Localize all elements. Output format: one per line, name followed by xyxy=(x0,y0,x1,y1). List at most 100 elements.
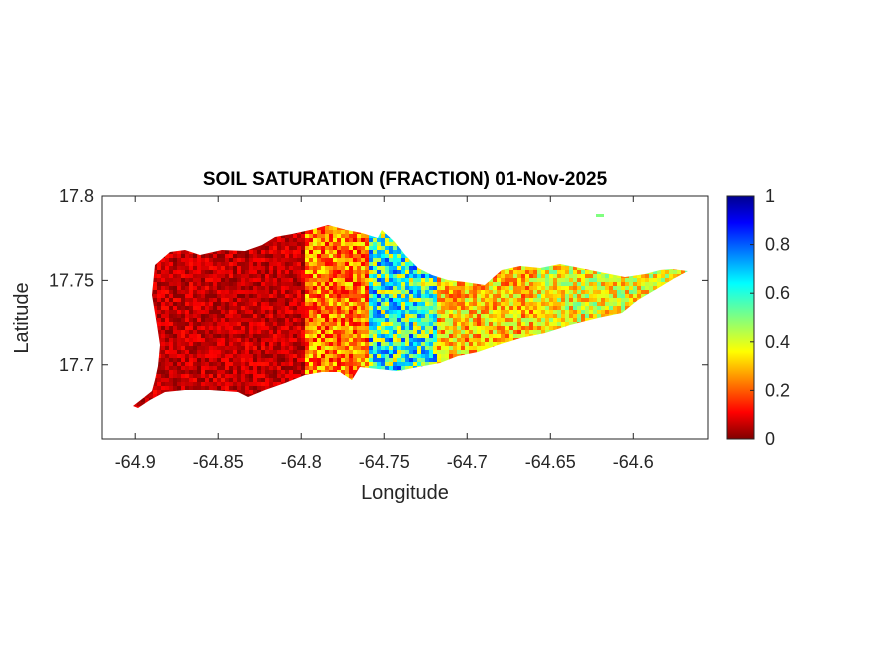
heatmap-cell xyxy=(225,270,229,274)
heatmap-cell xyxy=(261,378,265,382)
heatmap-cell xyxy=(181,358,185,362)
heatmap-cell xyxy=(269,374,273,378)
heatmap-cell xyxy=(537,290,541,294)
heatmap-cell xyxy=(221,374,225,378)
heatmap-cell xyxy=(405,326,409,330)
heatmap-cell xyxy=(441,290,445,294)
heatmap-cell xyxy=(281,346,285,350)
heatmap-cell xyxy=(157,390,161,394)
heatmap-cell xyxy=(393,242,397,246)
heatmap-cell xyxy=(157,358,161,362)
heatmap-cell xyxy=(297,246,301,250)
heatmap-cell xyxy=(325,330,329,334)
heatmap-cell xyxy=(397,338,401,342)
heatmap-cell xyxy=(161,294,165,298)
heatmap-cell xyxy=(393,350,397,354)
heatmap-cell xyxy=(253,250,257,254)
heatmap-cell xyxy=(337,370,341,374)
heatmap-cell xyxy=(409,334,413,338)
heatmap-cell xyxy=(229,386,233,390)
heatmap-cell xyxy=(309,294,313,298)
heatmap-cell xyxy=(293,338,297,342)
heatmap-cell xyxy=(249,330,253,334)
heatmap-cell xyxy=(281,318,285,322)
heatmap-cell xyxy=(241,278,245,282)
heatmap-cell xyxy=(181,318,185,322)
heatmap-cell xyxy=(325,230,329,234)
heatmap-cell xyxy=(185,258,189,262)
heatmap-cell xyxy=(153,310,157,314)
heatmap-cell xyxy=(337,286,341,290)
heatmap-cell xyxy=(389,310,393,314)
heatmap-cell xyxy=(537,298,541,302)
heatmap-cell xyxy=(185,386,189,390)
heatmap-cell xyxy=(497,274,501,278)
heatmap-cell xyxy=(365,338,369,342)
heatmap-cell xyxy=(473,350,477,354)
heatmap-cell xyxy=(225,330,229,334)
heatmap-cell xyxy=(253,246,257,250)
heatmap-cell xyxy=(157,302,161,306)
heatmap-cell xyxy=(445,350,449,354)
heatmap-cell xyxy=(349,358,353,362)
heatmap-cell xyxy=(337,306,341,310)
heatmap-cell xyxy=(449,290,453,294)
heatmap-cell xyxy=(421,278,425,282)
heatmap-cell xyxy=(281,242,285,246)
heatmap-cell xyxy=(505,330,509,334)
heatmap-cell xyxy=(225,358,229,362)
heatmap-cell xyxy=(213,274,217,278)
heatmap-cell xyxy=(249,274,253,278)
heatmap-cell xyxy=(529,322,533,326)
heatmap-cell xyxy=(173,266,177,270)
heatmap-cell xyxy=(165,378,169,382)
heatmap-cell xyxy=(281,374,285,378)
heatmap-cell xyxy=(353,310,357,314)
heatmap-cell xyxy=(273,310,277,314)
heatmap-cell xyxy=(237,310,241,314)
heatmap-cell xyxy=(189,262,193,266)
heatmap-cell xyxy=(489,294,493,298)
heatmap-cell xyxy=(173,262,177,266)
heatmap-cell xyxy=(233,286,237,290)
heatmap-cell xyxy=(513,294,517,298)
heatmap-cell xyxy=(425,358,429,362)
heatmap-cell xyxy=(297,234,301,238)
heatmap-cell xyxy=(353,330,357,334)
heatmap-cell xyxy=(385,290,389,294)
heatmap-cell xyxy=(329,242,333,246)
heatmap-cell xyxy=(305,234,309,238)
heatmap-cell xyxy=(341,306,345,310)
heatmap-cell xyxy=(209,298,213,302)
heatmap-cell xyxy=(365,242,369,246)
heatmap-cell xyxy=(189,342,193,346)
heatmap-cell xyxy=(429,310,433,314)
heatmap-cell xyxy=(409,346,413,350)
heatmap-cell xyxy=(189,318,193,322)
heatmap-cell xyxy=(289,282,293,286)
heatmap-cell xyxy=(301,314,305,318)
heatmap-cell xyxy=(329,294,333,298)
heatmap-cell xyxy=(353,274,357,278)
heatmap-cell xyxy=(409,310,413,314)
heatmap-cell xyxy=(377,354,381,358)
heatmap-cell xyxy=(365,238,369,242)
heatmap-cell xyxy=(325,326,329,330)
heatmap-cell xyxy=(325,254,329,258)
heatmap-cell xyxy=(529,310,533,314)
heatmap-cell xyxy=(425,354,429,358)
heatmap-cell xyxy=(185,310,189,314)
heatmap-cell xyxy=(357,294,361,298)
heatmap-cell xyxy=(321,334,325,338)
heatmap-cell xyxy=(269,362,273,366)
heatmap-cell xyxy=(313,366,317,370)
heatmap-cell xyxy=(165,318,169,322)
heatmap-cell xyxy=(181,274,185,278)
heatmap-cell xyxy=(393,366,397,370)
heatmap-cell xyxy=(285,254,289,258)
heatmap-cell xyxy=(517,314,521,318)
heatmap-cell xyxy=(161,290,165,294)
heatmap-cell xyxy=(277,274,281,278)
heatmap-cell xyxy=(437,342,441,346)
heatmap-cell xyxy=(413,302,417,306)
